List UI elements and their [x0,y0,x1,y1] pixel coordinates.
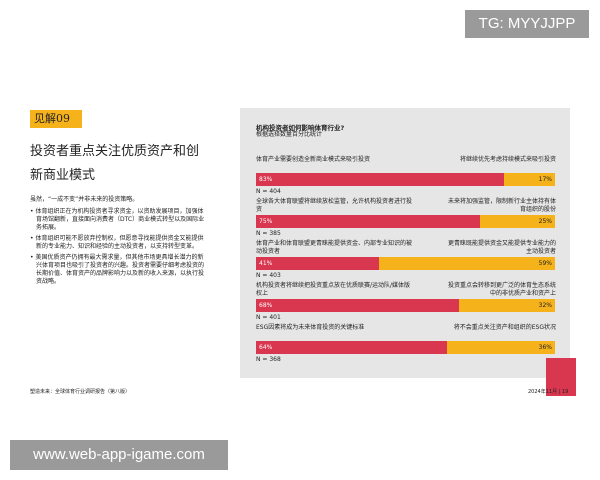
chart-subtitle: 根据选择数量百分比统计 [256,131,323,138]
footer-right: 2024年11月 | 19 [528,389,569,395]
bar-segment: 75% [256,215,481,228]
sample-size: N = 368 [256,356,281,363]
right-statement: 将不会重点关注资产和组织的ESG状况 [453,324,556,331]
sample-size: N = 403 [256,272,281,279]
left-statement: 全球各大体育联盟将继续放松监管，允许机构投资者进行投资 [256,198,413,213]
right-statement: 投资重点会转移到更广泛的体育生态系统中的非优质产业和资产上 [447,282,556,297]
footer-left: 塑造未来：全球体育行业调研报告（第八版） [30,389,131,395]
value-label: 68% [259,302,273,309]
left-statement: 体育产业需要创造全新商业模式来吸引投资 [256,156,371,163]
value-label: 17% [538,176,552,183]
sample-size: N = 404 [256,188,281,195]
bullet: • 体育组织正在为机构投资者寻求资金，以资助发展项目，加强体育场馆翻新，直接面向… [30,208,205,231]
left-statement: 体育产业和体育联盟更青睐能提供资金、内部专业知识的被动投资者 [256,240,413,255]
bar-segment: 68% [256,299,460,312]
watermark-bottom: www.web-app-igame.com [10,440,228,470]
left-statement: 机构投资者将继续把投资重点放在优质联赛/运动队/媒体版权上 [256,282,411,297]
value-label: 64% [259,344,273,351]
intro: 虽然，“一成不变”并非未来的投资策略。 [30,196,139,203]
value-label: 25% [538,218,552,225]
chart-panel [240,108,570,378]
value-label: 41% [259,260,273,267]
bar-segment: 83% [256,173,505,186]
sample-size: N = 401 [256,314,281,321]
accent-block [546,358,576,396]
insight-tag: 见解09 [30,110,82,128]
bar-segment: 41% [256,257,379,270]
bar-segment: 64% [256,341,448,354]
value-label: 83% [259,176,273,183]
right-statement: 未来将加强监管，限制新行业主体持有体育组织的股份 [447,198,556,213]
watermark-top: TG: MYYJJPP [465,10,589,38]
bar-segment: 32% [459,299,555,312]
bullet: • 体育组织可能不愿放弃控制权，但愿意寻找能提供资金又能提供新的专业能力、知识和… [30,235,204,250]
value-label: 32% [538,302,552,309]
chart-title: 机构投资者如何影响体育行业? [256,124,345,132]
bar-segment: 59% [378,257,555,270]
value-label: 75% [259,218,273,225]
value-label: 36% [538,344,552,351]
right-statement: 更青睐既能提供资金又能提供专业能力的主动投资者 [447,240,556,255]
left-statement: ESG因素将成为未来体育投资的关键标准 [256,324,365,331]
sample-size: N = 385 [256,230,281,237]
value-label: 59% [538,260,552,267]
bullets: • 体育组织正在为机构投资者寻求资金，以资助发展项目，加强体育场馆翻新，直接面向… [30,208,205,289]
right-statement: 将继续优先考虑持续模式来吸引投资 [459,156,556,163]
bar-segment: 17% [504,173,555,186]
bullet: • 美国优质资产仍拥有最大需求量，但其他市场更具增长潜力的新兴体育项目也吸引了投… [30,254,205,285]
heading: 投资者重点关注优质资产和创新商业模式 [30,144,200,183]
bar-segment: 25% [480,215,555,228]
bar-segment: 36% [447,341,555,354]
